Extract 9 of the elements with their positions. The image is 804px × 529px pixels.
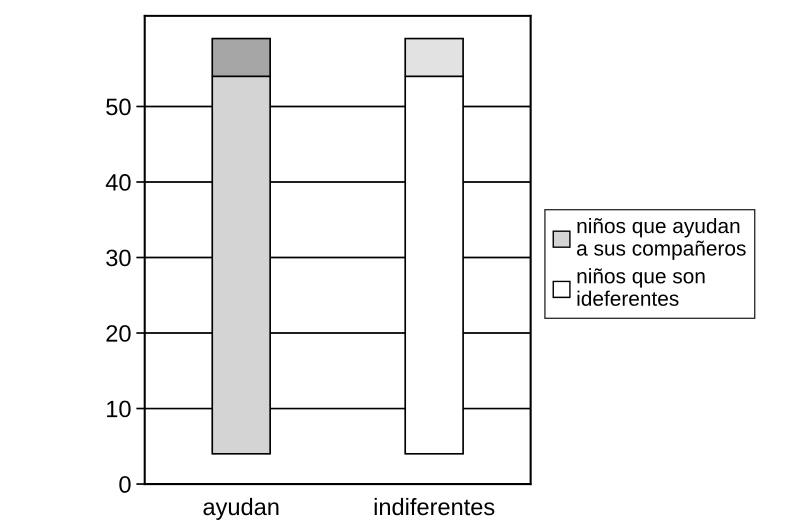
y-tick-label: 10 [107,400,131,418]
legend-label: niños que son ideferentes [578,268,705,306]
y-tick-label: 0 [119,476,131,493]
y-tick-label: 20 [106,325,131,342]
y-tick-label: 30 [106,250,131,266]
x-tick-label: indiferentes [374,498,494,516]
x-tick-label: ayudan [203,498,278,520]
y-tick-label: 40 [106,174,131,191]
y-tick-label: 50 [106,98,131,116]
